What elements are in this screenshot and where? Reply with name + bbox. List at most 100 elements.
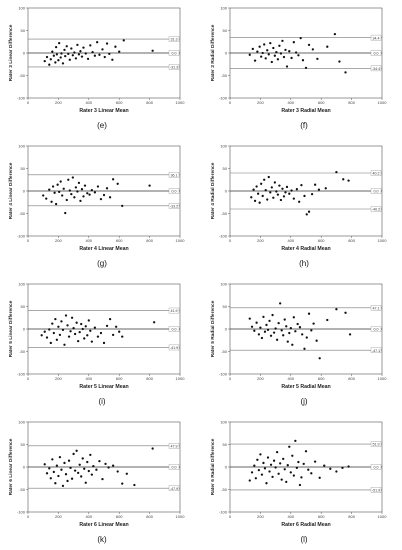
data-point (275, 190, 278, 193)
ref-line-label: -31.3 (170, 66, 178, 70)
data-point (45, 197, 48, 200)
data-point (54, 317, 57, 321)
data-point (105, 324, 109, 327)
ref-label-box (370, 188, 382, 194)
x-tick-label: 0 (229, 100, 232, 105)
data-point (63, 48, 66, 51)
data-point (77, 471, 80, 474)
data-point (284, 191, 287, 194)
data-point (253, 59, 257, 62)
ref-label-box (168, 464, 180, 470)
data-point (76, 190, 79, 193)
data-point (48, 467, 51, 470)
data-point (64, 473, 68, 476)
data-point (70, 316, 74, 319)
data-point (84, 481, 87, 484)
x-tick-label: 200 (55, 376, 62, 381)
data-point (270, 186, 273, 189)
data-point (290, 56, 293, 60)
data-point (108, 317, 112, 321)
data-point (63, 343, 66, 346)
data-point (272, 459, 276, 462)
data-point (304, 66, 308, 69)
data-point (73, 196, 76, 199)
data-point (259, 326, 262, 329)
x-axis-label: Rater 4 Radial Mean (281, 246, 330, 252)
data-point (261, 51, 264, 55)
data-point (59, 56, 62, 59)
x-tick-label: 1000 (176, 376, 186, 381)
data-point (53, 191, 56, 194)
x-tick-label: 800 (348, 238, 355, 243)
data-point (257, 469, 261, 472)
data-point (278, 184, 281, 187)
data-point (312, 322, 315, 325)
x-tick-label: 600 (318, 100, 325, 105)
data-point (260, 336, 264, 340)
ref-line-label: 0.0 (172, 466, 177, 470)
ref-line-label: 0.0 (374, 52, 379, 56)
data-point (49, 58, 52, 61)
y-tick-label: -100 (17, 372, 26, 377)
y-axis-label: Rater 4 Radial Difference (210, 162, 216, 219)
data-point (125, 472, 128, 475)
data-point (248, 317, 251, 320)
data-point (282, 55, 286, 59)
x-tick-label: 0 (27, 376, 30, 381)
data-point (307, 312, 311, 315)
data-point (268, 470, 271, 473)
data-point (98, 53, 101, 56)
x-tick-label: 400 (287, 100, 294, 105)
data-point (78, 463, 81, 466)
data-point (64, 211, 67, 215)
panel-caption: (l) (300, 535, 307, 544)
data-point (269, 334, 273, 337)
data-point (250, 471, 254, 474)
data-point (266, 198, 269, 201)
data-point (263, 43, 266, 46)
y-axis-label: Rater 4 Linear Difference (8, 162, 14, 219)
ref-label-box (370, 441, 382, 447)
x-tick-label: 400 (85, 376, 92, 381)
data-point (305, 336, 308, 339)
data-point (317, 188, 321, 191)
data-point (347, 465, 350, 468)
data-point (83, 184, 87, 187)
y-axis-label: Rater 3 Radial Difference (210, 24, 216, 81)
y-tick-label: 0 (225, 465, 228, 470)
data-point (292, 316, 295, 319)
ref-line-label: -34.4 (372, 67, 380, 71)
data-point (102, 341, 106, 345)
data-point (311, 48, 314, 51)
ref-label-box (168, 36, 180, 42)
data-point (101, 478, 104, 481)
data-point (73, 51, 76, 54)
data-point (43, 59, 46, 63)
data-point (52, 54, 55, 57)
data-point (342, 178, 345, 181)
data-point (71, 54, 74, 57)
data-point (50, 200, 53, 203)
ref-label-box (168, 307, 180, 314)
data-point (284, 48, 287, 51)
data-point (260, 473, 264, 476)
x-tick-label: 800 (348, 376, 355, 381)
data-point (335, 470, 338, 473)
ref-label-box (370, 34, 382, 41)
data-point (269, 191, 272, 194)
data-point (91, 50, 94, 54)
data-point (256, 50, 259, 53)
data-point (285, 325, 288, 328)
data-point (316, 57, 319, 60)
x-tick-label: 0 (27, 238, 30, 243)
data-point (329, 467, 332, 470)
data-point (305, 213, 308, 216)
ref-label-box (370, 464, 382, 470)
x-tick-label: 200 (257, 238, 264, 243)
y-tick-label: -50 (221, 349, 228, 354)
data-point (341, 466, 344, 470)
data-point (80, 475, 83, 478)
data-point (62, 187, 65, 190)
